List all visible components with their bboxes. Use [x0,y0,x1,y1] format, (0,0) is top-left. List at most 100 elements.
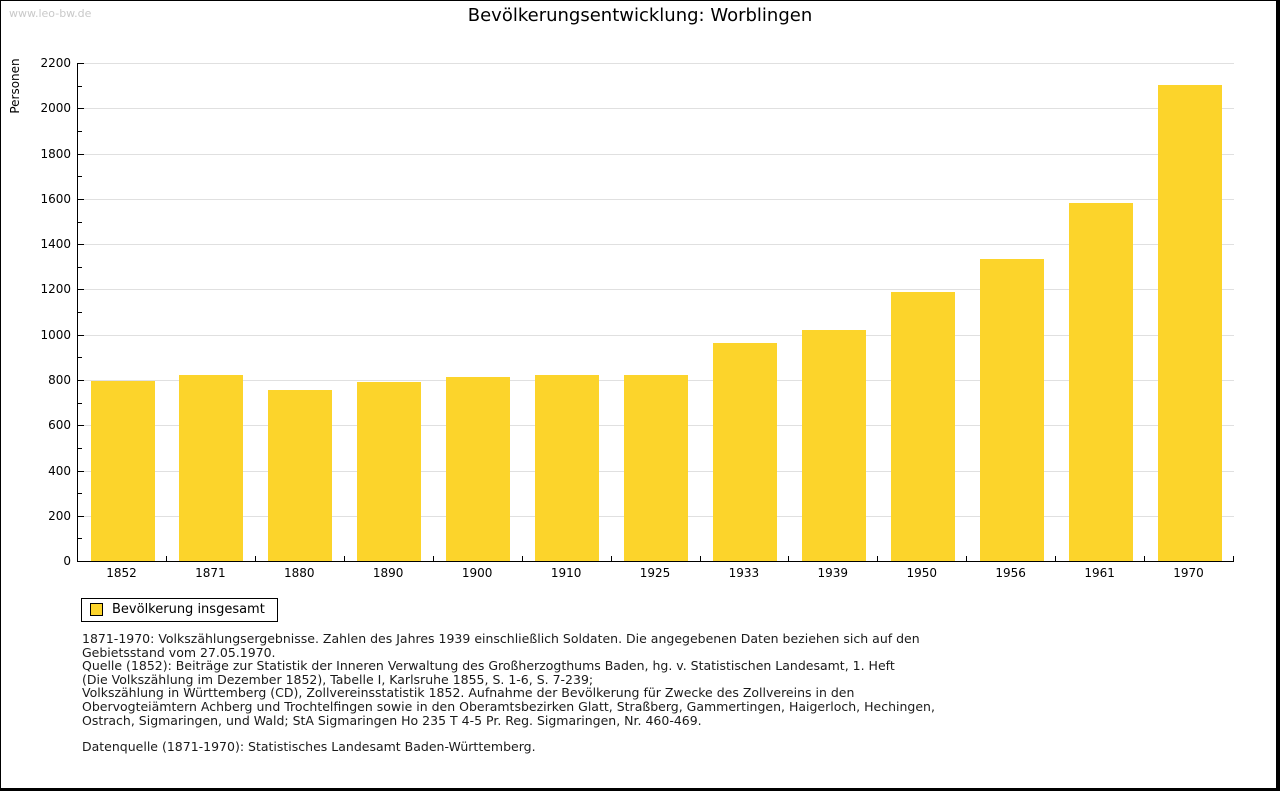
y-tick-minor [78,357,82,359]
y-tick-minor [78,130,82,132]
x-tick [610,556,612,561]
bar-1956 [979,258,1044,561]
x-tick [1233,556,1234,561]
y-tick-label: 1800 [40,146,71,161]
y-tick-major [78,379,84,381]
y-tick-major [78,470,84,472]
x-tick-label: 1950 [906,566,938,580]
x-tick-label: 1890 [372,566,404,580]
x-tick [877,556,879,561]
x-tick-label: 1871 [195,566,226,580]
y-tick-major [78,561,84,562]
legend-label: Bevölkerung insgesamt [112,602,265,617]
gridline [78,153,1234,155]
x-tick [254,556,256,561]
x-tick-label: 1852 [106,566,137,580]
y-tick-major [78,515,84,517]
y-tick-minor [78,402,82,404]
x-tick-label: 1933 [728,566,760,580]
bar-1910 [535,374,600,561]
y-tick-label: 200 [48,508,71,523]
x-tick-label: 1956 [995,566,1026,580]
y-tick-major [78,153,84,155]
footnote-line: 1871-1970: Volkszählungsergebnisse. Zahl… [82,631,920,646]
bar-1890 [357,382,422,561]
x-tick [165,556,167,561]
gridline [78,63,1234,64]
footnote-line: (Die Volkszählung im Dezember 1852), Tab… [82,671,594,687]
x-tick [966,556,968,561]
plot-area [77,63,1234,562]
footnote-line: Quelle (1852): Beiträge zur Statistik de… [82,658,895,674]
x-tick-label: 1925 [639,566,671,580]
legend-box: Bevölkerung insgesamt [81,598,278,622]
footnote-line: Volkszählung in Württemberg (CD), Zollve… [82,685,855,701]
x-tick [343,556,345,561]
gridline [78,244,1234,246]
bar-1852 [90,381,155,561]
legend-swatch [90,603,103,616]
x-tick [1144,556,1146,561]
bar-1933 [712,342,777,561]
y-tick-major [78,63,84,64]
y-tick-label: 1200 [40,282,71,297]
x-tick-label: 1970 [1173,566,1204,580]
y-tick-major [78,244,84,246]
y-tick-minor [78,221,82,223]
bar-1961 [1068,203,1133,561]
gridline [78,198,1234,200]
y-tick-major [78,198,84,200]
y-tick-label: 1600 [40,191,71,206]
y-tick-label: 0 [63,554,71,568]
gridline [78,289,1234,291]
data-source-line: Datenquelle (1871-1970): Statistisches L… [82,739,536,755]
footnotes-block: 1871-1970: Volkszählungsergebnisse. Zahl… [82,632,1232,754]
y-tick-minor [78,176,82,178]
y-tick-label: 2000 [40,101,71,116]
gridline [78,108,1234,110]
x-tick-label: 1961 [1084,566,1115,580]
x-tick-label: 1910 [550,566,582,580]
x-tick-label: 1939 [817,566,849,580]
bar-1939 [801,330,866,561]
chart-title: Bevölkerungsentwicklung: Worblingen [467,5,813,26]
x-tick [432,556,434,561]
bar-1970 [1157,84,1222,561]
y-tick-minor [78,538,82,540]
bar-1880 [268,390,333,561]
y-tick-minor [78,266,82,268]
footnote-line: Obervogteiämtern Achberg und Trochtelfin… [82,698,935,714]
footnote-line: Ostrach, Sigmaringen, und Wald; StA Sigm… [82,712,702,728]
x-axis-tick-labels: 1852 1871 1880 1890 1900 1910 1925 1933 1939 1950… [77,566,1233,582]
y-tick-major [78,425,84,427]
footnote-lines: 1871-1970: Volkszählungsergebnisse. Zahl… [82,632,1232,727]
bar-1950 [890,292,955,561]
x-tick [521,556,523,561]
bar-1871 [179,374,244,561]
y-tick-major [78,334,84,336]
y-tick-label: 400 [48,463,71,478]
y-tick-major [78,108,84,110]
y-tick-label: 800 [48,372,71,387]
bar-1900 [446,377,511,561]
gridline [78,334,1234,336]
x-tick-label: 1880 [284,566,315,580]
y-tick-major [78,289,84,291]
y-tick-label: 1400 [40,237,71,252]
x-tick [1055,556,1057,561]
site-watermark: www.leo-bw.de [9,7,92,20]
x-tick-label: 1900 [461,566,493,580]
y-tick-label: 600 [48,418,71,433]
y-axis-tick-labels: 0 200 400 600 800 1000 1200 1400 1600 1800 2000 220… [1,56,71,568]
y-tick-minor [78,447,82,449]
footnote-line: Gebietsstand vom 27.05.1970. [82,644,276,660]
x-tick [788,556,790,561]
x-tick [699,556,701,561]
y-tick-minor [78,85,82,87]
y-tick-minor [78,312,82,313]
bar-1925 [624,374,688,561]
y-tick-label: 1000 [40,327,71,342]
y-tick-minor [78,493,82,495]
y-tick-label: 2200 [40,56,71,70]
